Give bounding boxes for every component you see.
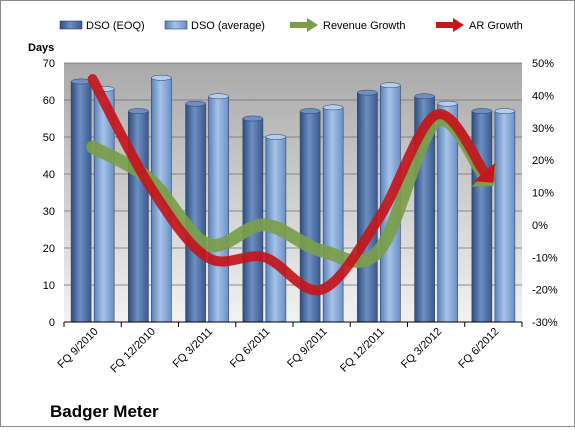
y2-tick-label: 50% xyxy=(532,58,554,70)
bar xyxy=(357,92,378,323)
arrowhead xyxy=(473,163,496,183)
y-tick-label: 10 xyxy=(43,280,55,292)
growth-line xyxy=(87,74,490,296)
bar-cap xyxy=(471,108,493,114)
y2-tick-label: 30% xyxy=(532,123,554,135)
legend-label: Revenue Growth xyxy=(323,20,406,32)
legend-label: DSO (average) xyxy=(191,20,265,32)
bar-cap xyxy=(185,100,206,107)
bar-cap xyxy=(357,89,378,96)
bar-cap xyxy=(322,104,344,111)
growth-lines xyxy=(86,74,497,296)
bar-cap xyxy=(265,134,287,140)
y-tick-label: 30 xyxy=(43,206,55,218)
bar-cap xyxy=(437,100,458,107)
bar-cap xyxy=(380,82,401,89)
y2-tick-label: 20% xyxy=(532,155,554,167)
bar-cap xyxy=(242,115,264,122)
bar-cap xyxy=(414,93,435,100)
legend-swatch xyxy=(164,20,188,30)
bar xyxy=(185,103,206,323)
legend-arrowhead xyxy=(453,18,464,32)
y2-tick-label: 0% xyxy=(532,220,548,232)
bar-cap xyxy=(299,108,321,114)
y-axis-title: Days xyxy=(28,42,54,54)
legend-swatch xyxy=(59,20,83,30)
bars xyxy=(70,74,516,323)
bar-cap xyxy=(208,93,229,100)
bar xyxy=(471,110,493,323)
y2-tick-label: -30% xyxy=(532,317,558,329)
y2-tick-label: 10% xyxy=(532,188,554,200)
y-tick-label: 20 xyxy=(43,243,55,255)
legend: DSO (EOQ) DSO (average) Revenue Growth AR G… xyxy=(59,18,523,32)
growth-line xyxy=(86,113,491,268)
chart-title: Badger Meter xyxy=(50,402,159,421)
bar-cap xyxy=(494,108,516,114)
y-tick-label: 40 xyxy=(43,169,55,181)
legend-label: AR Growth xyxy=(469,20,523,32)
legend-label: DSO (EOQ) xyxy=(86,20,145,32)
y2-tick-label: -10% xyxy=(532,252,558,264)
bar xyxy=(70,81,92,323)
y-tick-label: 70 xyxy=(43,58,55,70)
y2-tick-label: -20% xyxy=(532,285,558,297)
legend-arrowhead xyxy=(307,18,318,32)
y-tick-label: 50 xyxy=(43,132,55,144)
bar xyxy=(208,96,229,323)
y-tick-label: 60 xyxy=(43,95,55,107)
y2-tick-label: 40% xyxy=(532,90,554,102)
y-tick-label: 0 xyxy=(49,317,55,329)
bar-cap xyxy=(128,108,149,114)
bar xyxy=(494,110,516,323)
bar-cap xyxy=(151,74,172,81)
bar xyxy=(128,110,149,323)
